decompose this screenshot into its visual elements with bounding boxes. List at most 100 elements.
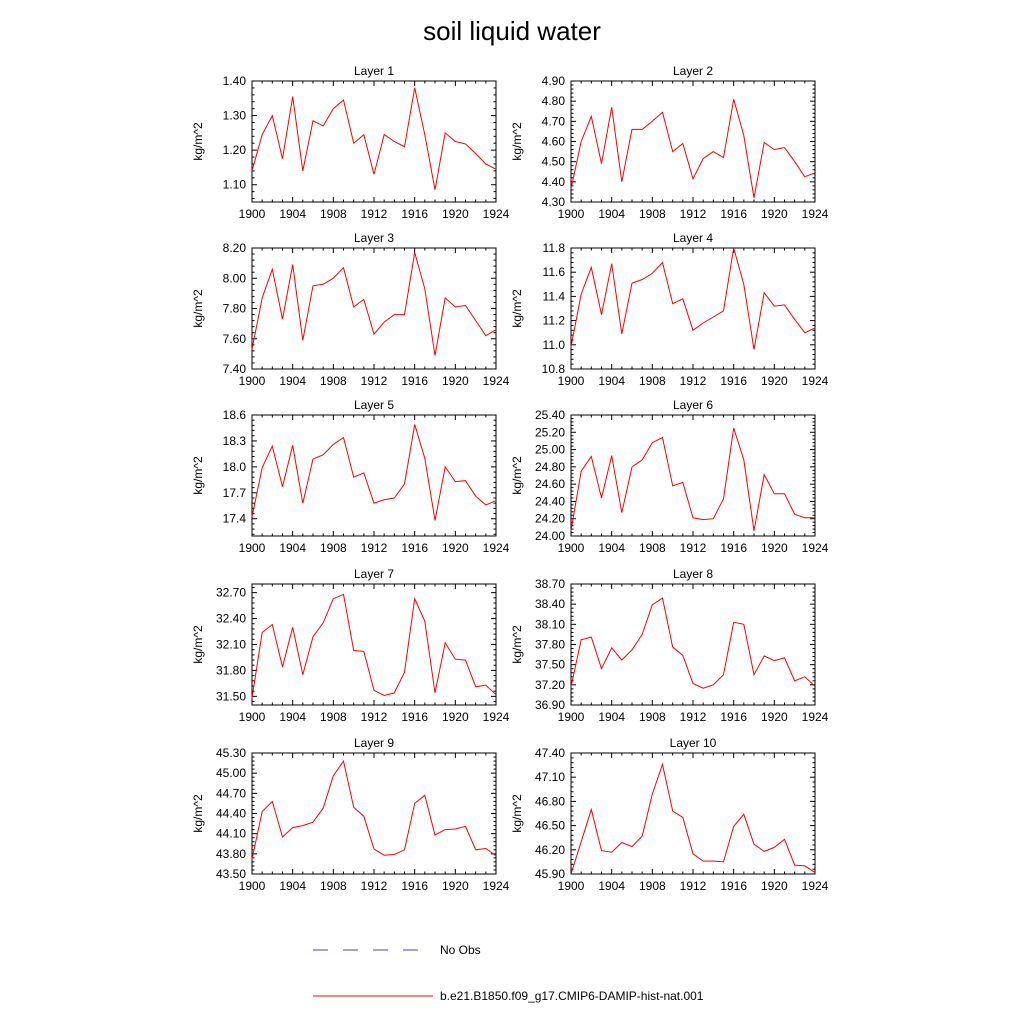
panel-title: Layer 2 (673, 64, 713, 78)
y-tick-label: 25.20 (535, 425, 565, 439)
series-line (251, 87, 497, 190)
panel-title: Layer 3 (354, 231, 394, 245)
y-tick-label: 4.80 (542, 94, 566, 108)
y-tick-label: 18.0 (223, 460, 247, 474)
y-tick-label: 10.8 (542, 362, 566, 376)
panels: Layer 1 1900 1904 1908 1912 1916 1920 1924 1.10 1… (191, 64, 829, 893)
y-tick-label: 8.00 (223, 271, 247, 285)
panel-title: Layer 7 (354, 567, 394, 581)
x-tick-label: 1920 (761, 541, 788, 555)
y-axis-label: kg/m^2 (510, 122, 524, 161)
x-tick-label: 1916 (401, 879, 428, 893)
plot-frame (251, 752, 497, 875)
panel-5: Layer 5 1900 1904 1908 1912 1916 1920 1924 17.4 1… (191, 398, 510, 555)
y-tick-label: 44.70 (216, 786, 246, 800)
y-tick-label: 1.10 (223, 178, 247, 192)
y-tick-label: 24.00 (535, 529, 565, 543)
y-tick-label: 17.7 (223, 486, 247, 500)
y-tick-label: 46.50 (535, 819, 565, 833)
x-tick-label: 1920 (761, 879, 788, 893)
legend-label-no-obs: No Obs (440, 943, 481, 957)
x-tick-label: 1916 (720, 207, 747, 221)
x-tick-label: 1920 (442, 374, 469, 388)
panel-title: Layer 5 (354, 398, 394, 412)
x-tick-label: 1912 (361, 710, 388, 724)
x-tick-label: 1904 (598, 710, 625, 724)
x-tick-label: 1908 (320, 541, 347, 555)
y-tick-label: 32.40 (216, 612, 246, 626)
y-tick-label: 38.70 (535, 577, 565, 591)
y-tick-label: 32.70 (216, 586, 246, 600)
panel-7: Layer 7 1900 1904 1908 1912 1916 1920 1924 31.50… (191, 567, 510, 724)
y-tick-label: 25.00 (535, 443, 565, 457)
x-tick-label: 1916 (720, 710, 747, 724)
panel-3: Layer 3 1900 1904 1908 1912 1916 1920 1924 7.40 7… (191, 231, 510, 388)
x-tick-label: 1908 (320, 710, 347, 724)
y-tick-label: 44.40 (216, 807, 246, 821)
y-axis-label: kg/m^2 (191, 289, 205, 328)
x-tick-label: 1912 (361, 879, 388, 893)
y-tick-label: 24.60 (535, 477, 565, 491)
y-tick-label: 43.50 (216, 867, 246, 881)
y-tick-label: 38.40 (535, 597, 565, 611)
y-tick-label: 31.50 (216, 689, 246, 703)
x-tick-label: 1908 (639, 710, 666, 724)
panel-6: Layer 6 1900 1904 1908 1912 1916 1920 1924 24.00… (510, 398, 829, 555)
x-tick-label: 1924 (483, 879, 510, 893)
x-tick-label: 1924 (483, 374, 510, 388)
x-tick-label: 1924 (483, 207, 510, 221)
y-tick-label: 4.70 (542, 114, 566, 128)
y-tick-label: 45.90 (535, 867, 565, 881)
y-axis-label: kg/m^2 (510, 625, 524, 664)
y-tick-label: 32.10 (216, 638, 246, 652)
series-line (251, 424, 497, 521)
y-tick-label: 8.20 (223, 241, 247, 255)
x-tick-label: 1904 (598, 879, 625, 893)
panel-4: Layer 4 1900 1904 1908 1912 1916 1920 1924 10.8 1… (510, 231, 829, 388)
x-tick-label: 1900 (558, 710, 585, 724)
x-tick-label: 1924 (483, 541, 510, 555)
y-axis-label: kg/m^2 (191, 625, 205, 664)
y-axis-label: kg/m^2 (510, 794, 524, 833)
plot-frame (570, 247, 816, 370)
x-tick-label: 1920 (761, 710, 788, 724)
x-tick-label: 1916 (720, 879, 747, 893)
y-tick-label: 24.80 (535, 460, 565, 474)
y-axis-label: kg/m^2 (191, 122, 205, 161)
x-tick-label: 1912 (361, 207, 388, 221)
plot-frame (570, 80, 816, 203)
y-tick-label: 37.20 (535, 678, 565, 692)
x-tick-label: 1920 (442, 710, 469, 724)
y-tick-label: 11.6 (543, 265, 566, 279)
x-tick-label: 1900 (558, 207, 585, 221)
y-tick-label: 38.10 (535, 617, 565, 631)
x-tick-label: 1904 (279, 879, 306, 893)
x-tick-label: 1920 (442, 207, 469, 221)
panel-title: Layer 9 (354, 736, 394, 750)
x-tick-label: 1924 (802, 710, 829, 724)
y-tick-label: 11.4 (543, 289, 566, 303)
x-tick-label: 1920 (442, 879, 469, 893)
y-axis-label: kg/m^2 (191, 794, 205, 833)
panel-title: Layer 4 (673, 231, 713, 245)
x-tick-label: 1920 (761, 207, 788, 221)
plot-frame (251, 80, 497, 203)
y-tick-label: 46.80 (535, 794, 565, 808)
panel-title: Layer 8 (673, 567, 713, 581)
panel-title: Layer 10 (670, 736, 717, 750)
y-tick-label: 1.20 (223, 143, 247, 157)
series-line (251, 252, 497, 356)
x-tick-label: 1904 (279, 541, 306, 555)
x-tick-label: 1904 (598, 207, 625, 221)
series-line (570, 597, 816, 689)
x-tick-label: 1916 (720, 541, 747, 555)
x-tick-label: 1908 (320, 879, 347, 893)
y-axis-label: kg/m^2 (191, 456, 205, 495)
x-tick-label: 1912 (680, 541, 707, 555)
y-tick-label: 47.40 (535, 746, 565, 760)
x-tick-label: 1912 (680, 879, 707, 893)
x-tick-label: 1904 (279, 374, 306, 388)
x-tick-label: 1924 (802, 207, 829, 221)
legend-label-model-run: b.e21.B1850.f09_g17.CMIP6-DAMIP-hist-nat… (440, 989, 704, 1003)
x-tick-label: 1908 (320, 374, 347, 388)
